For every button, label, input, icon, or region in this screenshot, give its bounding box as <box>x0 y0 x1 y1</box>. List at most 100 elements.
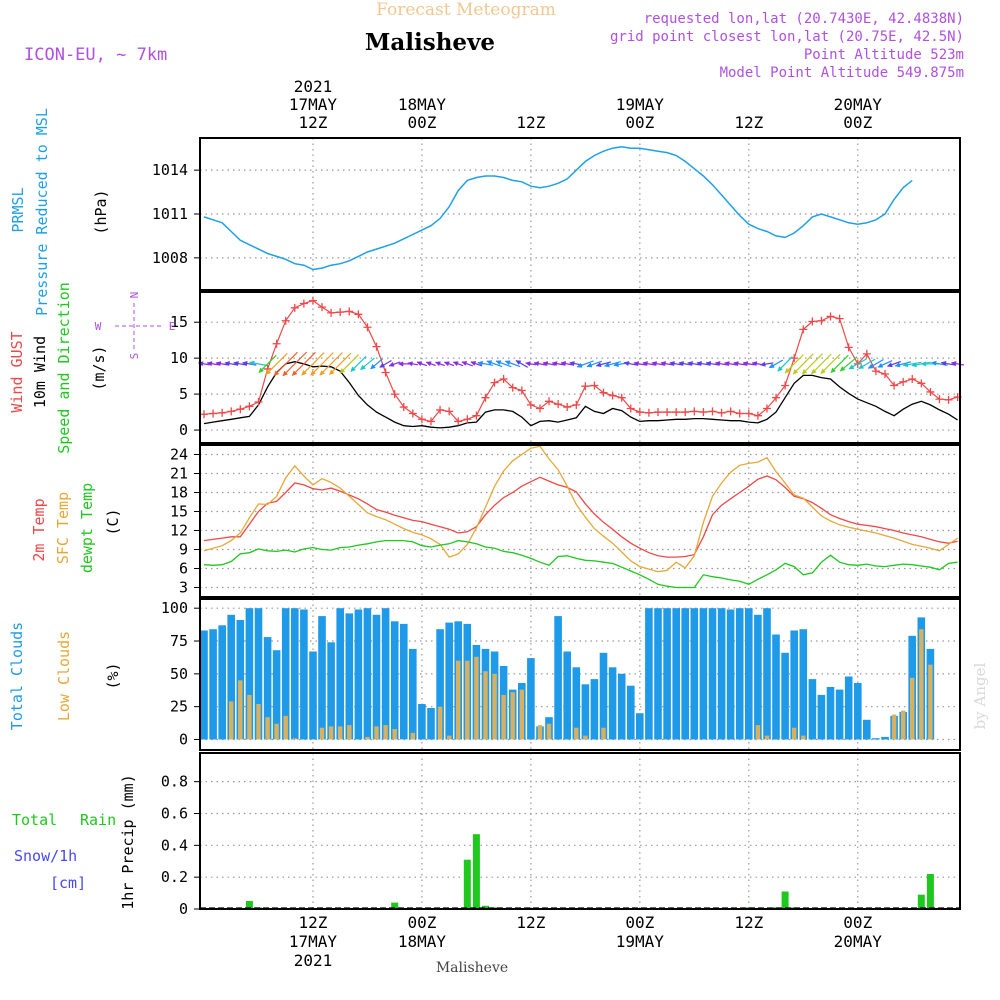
top-time-label: 12Z <box>299 113 328 132</box>
wind-direction-arrow <box>425 361 436 367</box>
low-cloud-bar <box>928 664 933 740</box>
wind-direction-arrow <box>504 360 521 368</box>
wind-arrow-head <box>282 370 289 377</box>
low-cloud-bar <box>792 727 797 740</box>
wind-arrow-head <box>258 367 265 374</box>
low-cloud-bar <box>283 715 288 740</box>
wind-arrow-head <box>714 361 721 367</box>
temperature-background <box>200 445 960 597</box>
wind-arrow-head <box>911 362 917 368</box>
wind-arrow-head <box>848 364 855 370</box>
gust-marker <box>663 408 672 417</box>
wind-arrow-head <box>301 370 307 376</box>
wind-direction-arrow <box>360 357 375 371</box>
gust-marker <box>926 387 935 396</box>
wind-arrow-head <box>660 361 667 367</box>
wind-arrow-head <box>877 362 884 368</box>
low-cloud-bar <box>292 738 297 740</box>
wind-direction-arrow <box>811 353 832 375</box>
wind-direction-arrow <box>542 361 556 367</box>
total-cloud-bar <box>745 608 753 740</box>
gust-marker <box>535 404 544 413</box>
gust-marker <box>835 314 844 323</box>
wind-direction-arrow <box>784 354 804 374</box>
bottom-time-label: 2021 <box>294 951 333 970</box>
wind-arrow-head <box>696 361 703 367</box>
wind-arrow-shaft <box>301 352 325 376</box>
wind-arrow-head <box>723 361 730 367</box>
wind-direction-arrow <box>470 361 483 367</box>
clouds-ytick-label: 75 <box>170 632 188 650</box>
temp-sfc-line <box>203 445 958 573</box>
wind-direction-arrow <box>370 358 383 370</box>
wind-direction-arrow <box>940 360 956 367</box>
gust-marker <box>327 308 336 317</box>
wind-frame <box>199 291 961 444</box>
wind-arrow-head <box>576 362 583 368</box>
total-cloud-bar <box>390 621 399 740</box>
wind-compass: N S W E <box>95 292 176 360</box>
total-cloud-bar <box>436 629 444 740</box>
gust-marker <box>617 393 626 402</box>
wind-arrow-head <box>310 370 316 376</box>
low-cloud-bar <box>410 732 415 740</box>
low-cloud-bar <box>519 689 524 740</box>
footer-location: Malisheve <box>436 960 508 976</box>
total-cloud-bar <box>781 652 789 740</box>
wind-arrow-head <box>886 362 893 368</box>
low-cloud-bar <box>891 714 897 740</box>
wind-direction-arrow <box>282 351 308 377</box>
gust-marker <box>890 381 899 390</box>
low-cloud-bar <box>456 660 461 740</box>
total-cloud-bar <box>581 684 590 740</box>
wind-arrow-head <box>651 361 658 367</box>
wind-arrow-head <box>443 361 450 367</box>
total-cloud-bar <box>300 609 308 740</box>
wind-direction-arrow <box>714 361 728 367</box>
gust-marker <box>608 391 617 400</box>
precip-ytick-label: 0.8 <box>161 773 188 791</box>
total-cloud-bar <box>627 685 635 740</box>
low-cloud-bar <box>383 725 388 740</box>
gust-marker <box>454 417 463 426</box>
total-cloud-bar <box>445 622 453 740</box>
pressure-frame <box>199 137 961 291</box>
wind-direction-arrow <box>329 352 352 376</box>
wind-arrow-head <box>920 361 927 367</box>
gust-marker <box>808 317 817 326</box>
total-cloud-bar <box>372 614 381 740</box>
gust-marker <box>572 400 581 409</box>
product-title: Forecast Meteogram <box>376 0 556 20</box>
gust-marker <box>690 407 699 416</box>
low-cloud-bar <box>392 729 397 740</box>
gust-marker <box>200 410 208 419</box>
precip-ytick-label: 0 <box>179 900 188 918</box>
temperature-ytick-label: 9 <box>179 541 188 559</box>
gust-marker <box>545 397 554 406</box>
wind-arrow-head <box>560 361 567 367</box>
total-cloud-bar <box>654 608 662 740</box>
wind-arrow-head <box>742 361 749 367</box>
total-cloud-bar <box>281 608 290 740</box>
temp-side-labels: 2m Temp SFC Temp dewpt Temp (C) <box>30 483 122 573</box>
total-cloud-bar <box>590 679 599 740</box>
wind-direction-arrow <box>801 353 823 375</box>
wind-direction-arrow <box>742 361 755 367</box>
low-cloud-bar <box>265 717 270 740</box>
top-time-label: 17MAY <box>289 95 338 114</box>
wind-arrow-head <box>586 362 593 368</box>
total-cloud-bar <box>218 625 226 740</box>
gust-marker <box>218 408 227 417</box>
wind-arrow-head <box>751 361 758 367</box>
wind-direction-arrow <box>273 351 298 376</box>
wind-arrow-head <box>801 368 808 375</box>
wind-arrow-head <box>894 362 901 368</box>
credit-label: by Angel <box>971 662 989 729</box>
wind-direction-arrow <box>733 361 746 367</box>
wind-arrow-head <box>525 361 531 367</box>
total-cloud-bar <box>318 616 326 740</box>
wind-arrow-head <box>830 367 837 374</box>
bottom-time-label: 00Z <box>843 913 872 932</box>
wind-arrow-shaft <box>310 352 334 376</box>
wind-background <box>200 292 960 443</box>
